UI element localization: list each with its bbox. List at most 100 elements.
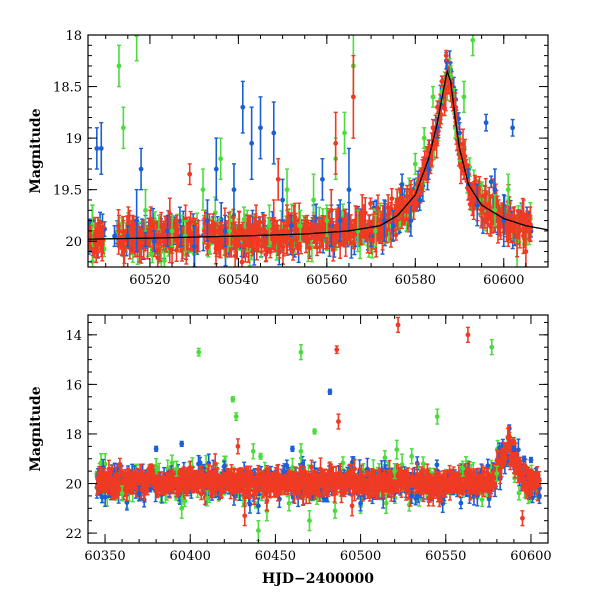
bottom-blue-point bbox=[221, 460, 227, 472]
bottom-red-point bbox=[334, 345, 340, 355]
top-green-point bbox=[116, 44, 122, 88]
bottom-y-tick-label: 20 bbox=[65, 478, 82, 493]
top-red-point bbox=[213, 223, 218, 238]
top-x-tick-label: 60540 bbox=[218, 273, 259, 288]
bottom-red-point bbox=[119, 465, 124, 478]
bottom-red-point bbox=[255, 464, 261, 475]
bottom-red-point bbox=[150, 465, 156, 482]
top-blue-point bbox=[165, 214, 171, 248]
top-x-tick-label: 60580 bbox=[395, 273, 436, 288]
bottom-green-point bbox=[286, 495, 292, 512]
top-blue-point bbox=[258, 96, 263, 160]
top-blue-point bbox=[320, 158, 325, 201]
bottom-red-point bbox=[235, 438, 241, 455]
bottom-red-point bbox=[187, 460, 193, 477]
top-blue-point bbox=[222, 214, 228, 248]
top-green-point bbox=[373, 214, 378, 248]
top-red-point bbox=[239, 243, 245, 267]
top-blue-point bbox=[240, 80, 246, 134]
top-x-tick-label: 60520 bbox=[129, 273, 170, 288]
top-green-point bbox=[297, 209, 303, 242]
top-y-axis-label: Magnitude bbox=[28, 108, 44, 193]
bottom-green-point bbox=[233, 412, 239, 422]
top-blue-point bbox=[94, 127, 100, 170]
top-red-point bbox=[257, 216, 263, 229]
top-x-tick-label: 60600 bbox=[483, 273, 524, 288]
bottom-blue-point bbox=[153, 445, 159, 453]
top-green-point bbox=[461, 80, 467, 114]
top-blue-point bbox=[125, 225, 131, 248]
top-red-point bbox=[262, 214, 268, 248]
bottom-green-point bbox=[434, 408, 440, 425]
top-red-point bbox=[523, 230, 529, 267]
top-green-point bbox=[200, 168, 206, 211]
bottom-red-point bbox=[242, 505, 248, 527]
top-red-point bbox=[302, 219, 308, 242]
bottom-green-point bbox=[460, 460, 466, 477]
top-red-point bbox=[393, 229, 399, 241]
top-green-point bbox=[120, 106, 126, 150]
top-green-point bbox=[412, 152, 418, 175]
bottom-green-point bbox=[196, 347, 202, 357]
top-red-point bbox=[98, 225, 104, 258]
top-red-point bbox=[389, 188, 395, 210]
top-green-point bbox=[227, 214, 232, 248]
bottom-blue-point bbox=[458, 496, 464, 510]
bottom-red-point bbox=[511, 436, 517, 446]
top-blue-point bbox=[191, 225, 197, 267]
bottom-x-tick-label: 60500 bbox=[340, 549, 381, 564]
top-red-point bbox=[187, 163, 193, 186]
bottom-green-point bbox=[298, 344, 304, 361]
top-blue-point bbox=[205, 199, 210, 242]
bottom-red-point bbox=[364, 470, 370, 477]
top-blue-point bbox=[98, 121, 104, 175]
top-blue-point bbox=[390, 209, 396, 242]
top-panel: 60520 60540 60560 60580 606001818.51919.520 … bbox=[28, 29, 549, 288]
top-red-point bbox=[443, 49, 449, 62]
bottom-red-point bbox=[395, 316, 401, 334]
bottom-x-tick-label: 60400 bbox=[170, 549, 211, 564]
bottom-red-point bbox=[111, 482, 116, 500]
bottom-green-point bbox=[479, 492, 485, 508]
top-red-point bbox=[293, 219, 299, 242]
bottom-y-tick-label: 18 bbox=[65, 428, 82, 443]
top-blue-point bbox=[483, 113, 489, 132]
bottom-blue-point bbox=[521, 455, 527, 462]
bottom-green-point bbox=[383, 492, 389, 514]
top-green-point bbox=[430, 85, 436, 108]
bottom-green-point bbox=[153, 458, 159, 475]
bottom-blue-point bbox=[327, 388, 333, 396]
top-red-point bbox=[156, 230, 162, 253]
bottom-green-point bbox=[489, 339, 495, 356]
bottom-green-point bbox=[250, 443, 256, 460]
top-red-point bbox=[368, 219, 374, 242]
bottom-red-point bbox=[98, 466, 104, 478]
top-red-point bbox=[404, 199, 409, 222]
top-red-point bbox=[350, 54, 356, 139]
top-red-point bbox=[147, 225, 153, 248]
top-red-point bbox=[395, 199, 401, 222]
bottom-red-point bbox=[264, 490, 270, 512]
bottom-blue-point bbox=[528, 456, 534, 464]
top-red-point bbox=[408, 183, 414, 206]
bottom-red-point bbox=[109, 464, 115, 474]
top-y-tick-label: 19.5 bbox=[53, 184, 82, 199]
top-red-point bbox=[271, 199, 277, 242]
bottom-blue-point bbox=[358, 495, 363, 512]
bottom-blue-point bbox=[537, 487, 542, 505]
bottom-y-axis-label: Magnitude bbox=[28, 386, 44, 471]
bottom-green-point bbox=[204, 490, 210, 507]
top-blue-point bbox=[134, 188, 140, 253]
top-blue-point bbox=[213, 137, 219, 201]
bottom-green-point bbox=[230, 396, 236, 403]
bottom-blue-point bbox=[511, 445, 517, 453]
bottom-green-point bbox=[312, 428, 317, 435]
top-blue-point bbox=[112, 225, 117, 248]
bottom-y-tick-label: 22 bbox=[65, 527, 82, 542]
top-green-point bbox=[505, 173, 511, 206]
top-red-point bbox=[120, 219, 126, 253]
top-red-point bbox=[342, 209, 347, 242]
bottom-red-point bbox=[426, 490, 432, 507]
bottom-green-point bbox=[494, 465, 500, 482]
